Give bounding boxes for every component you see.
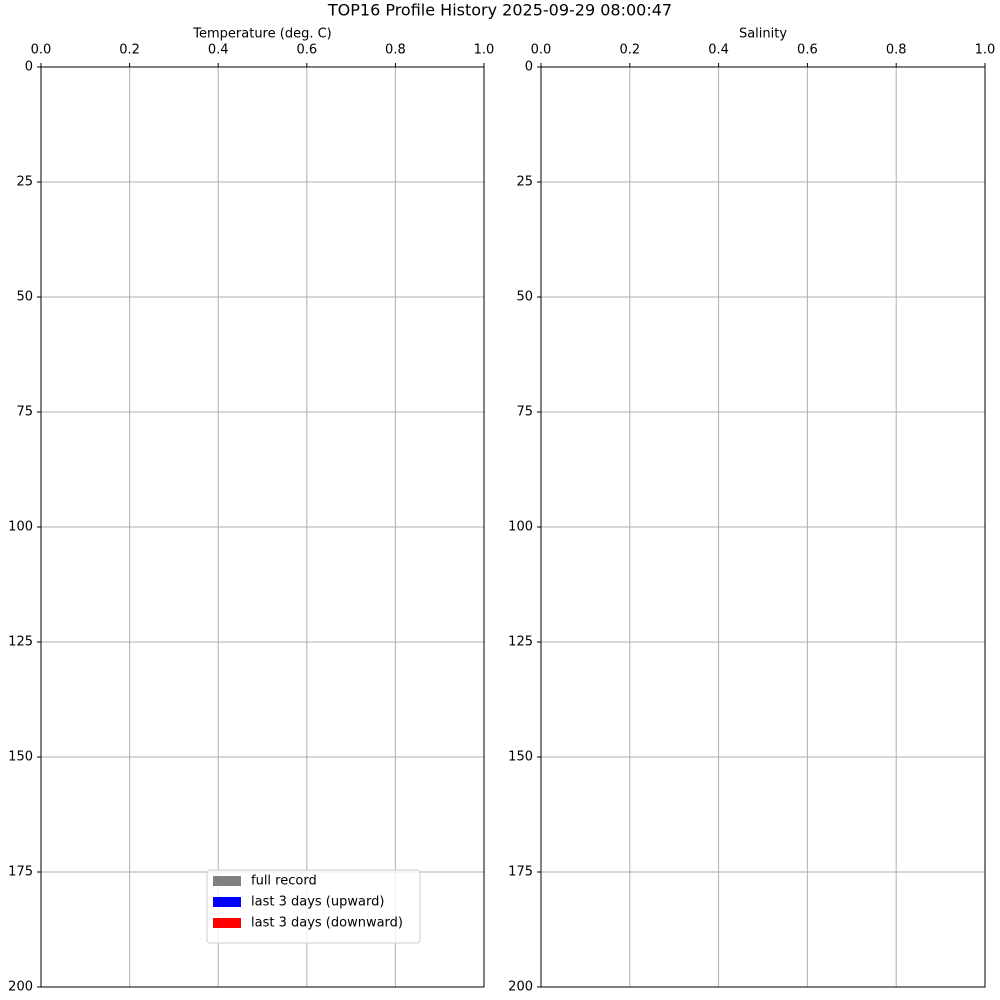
y-tick-label: 150 (8, 750, 33, 765)
x-tick-label: 0.8 (886, 43, 907, 58)
legend-label: last 3 days (downward) (251, 916, 403, 931)
x-tick-label: 0.8 (385, 43, 406, 58)
x-tick-label: 0.0 (31, 43, 52, 58)
y-tick-label: 0 (525, 60, 533, 75)
legend-swatch (213, 918, 241, 928)
x-axis-label: Temperature (deg. C) (192, 27, 331, 42)
y-tick-label: 200 (8, 980, 33, 995)
legend-swatch (213, 897, 241, 907)
x-tick-label: 0.6 (797, 43, 818, 58)
x-tick-label: 0.4 (208, 43, 229, 58)
legend-label: last 3 days (upward) (251, 895, 384, 910)
x-tick-label: 0.6 (296, 43, 317, 58)
y-tick-label: 125 (508, 635, 533, 650)
legend: full record last 3 days (upward) last 3 da… (206, 869, 421, 944)
y-tick-label: 175 (8, 865, 33, 880)
y-tick-label: 50 (16, 290, 33, 305)
plot-frame (40, 66, 485, 988)
x-tick-label: 0.0 (531, 43, 552, 58)
y-tick-label: 150 (508, 750, 533, 765)
y-tick-label: 100 (8, 520, 33, 535)
y-tick-label: 100 (508, 520, 533, 535)
y-tick-label: 175 (508, 865, 533, 880)
x-tick-label: 0.4 (708, 43, 729, 58)
y-tick-label: 125 (8, 635, 33, 650)
y-tick-label: 25 (516, 175, 533, 190)
y-tick-label: 50 (516, 290, 533, 305)
y-tick-label: 0 (25, 60, 33, 75)
figure-title: TOP16 Profile History 2025-09-29 08:00:4… (327, 1, 672, 20)
y-tick-label: 200 (508, 980, 533, 995)
legend-frame (206, 869, 421, 944)
x-axis-label: Salinity (739, 27, 787, 42)
x-tick-label: 0.2 (119, 43, 140, 58)
x-tick-label: 1.0 (474, 43, 495, 58)
y-tick-label: 75 (16, 405, 33, 420)
x-tick-label: 0.2 (619, 43, 640, 58)
legend-swatch (213, 876, 241, 886)
legend-label: full record (251, 874, 317, 889)
y-tick-label: 25 (16, 175, 33, 190)
y-tick-label: 75 (516, 405, 533, 420)
plot-frame (540, 66, 986, 988)
x-tick-label: 1.0 (975, 43, 996, 58)
